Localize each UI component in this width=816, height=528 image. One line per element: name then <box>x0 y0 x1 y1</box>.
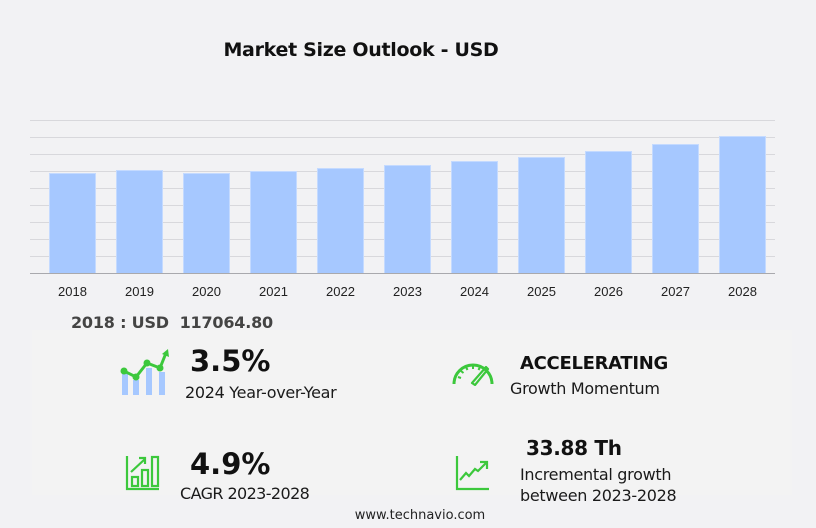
bar-2020[interactable] <box>183 173 230 273</box>
incremental-label-line2: between 2023-2028 <box>520 486 677 505</box>
x-tick-label: 2020 <box>192 284 221 299</box>
x-tick-label: 2027 <box>661 284 690 299</box>
bar-2018[interactable] <box>49 173 96 273</box>
yoy-value: 3.5% <box>190 344 271 378</box>
speedometer-icon <box>450 358 496 390</box>
x-tick-label: 2022 <box>326 284 355 299</box>
x-tick-label: 2018 <box>58 284 87 299</box>
chart-title: Market Size Outlook - USD <box>223 39 499 61</box>
bar-2022[interactable] <box>317 168 364 273</box>
growth-chart-icon <box>118 348 170 402</box>
bar-2026[interactable] <box>585 151 632 273</box>
incremental-label-line1: Incremental growth <box>520 465 672 484</box>
bar-2019[interactable] <box>116 169 163 273</box>
gridline <box>30 120 775 121</box>
x-axis-line <box>30 273 775 274</box>
bar-2023[interactable] <box>384 165 431 273</box>
x-tick-label: 2028 <box>728 284 757 299</box>
bar-2021[interactable] <box>250 171 297 273</box>
x-tick-label: 2026 <box>594 284 623 299</box>
cagr-value: 4.9% <box>190 447 271 481</box>
bar-2024[interactable] <box>451 161 498 273</box>
source-link[interactable]: www.technavio.com <box>354 508 486 523</box>
bar-2028[interactable] <box>719 136 766 273</box>
x-tick-label: 2019 <box>125 284 154 299</box>
base-year-value: 2018 : USD 117064.80 <box>71 313 273 332</box>
bar-2025[interactable] <box>518 156 565 273</box>
x-tick-label: 2021 <box>259 284 288 299</box>
x-tick-label: 2025 <box>527 284 556 299</box>
trend-line-icon <box>455 455 491 495</box>
bar-chart-up-icon <box>125 455 161 495</box>
incremental-value: 33.88 Th <box>526 436 622 460</box>
bar-chart: 2018 2019 2020 2021 2022 2023 2024 2025 2026 2027… <box>30 100 775 310</box>
momentum-label: Growth Momentum <box>510 379 660 398</box>
momentum-value: ACCELERATING <box>520 353 669 374</box>
yoy-label: 2024 Year-over-Year <box>185 383 337 402</box>
gridline <box>30 137 775 138</box>
gridline <box>30 154 775 155</box>
x-tick-label: 2023 <box>393 284 422 299</box>
x-tick-label: 2024 <box>460 284 489 299</box>
bar-2027[interactable] <box>652 144 699 273</box>
cagr-label: CAGR 2023-2028 <box>180 484 310 503</box>
